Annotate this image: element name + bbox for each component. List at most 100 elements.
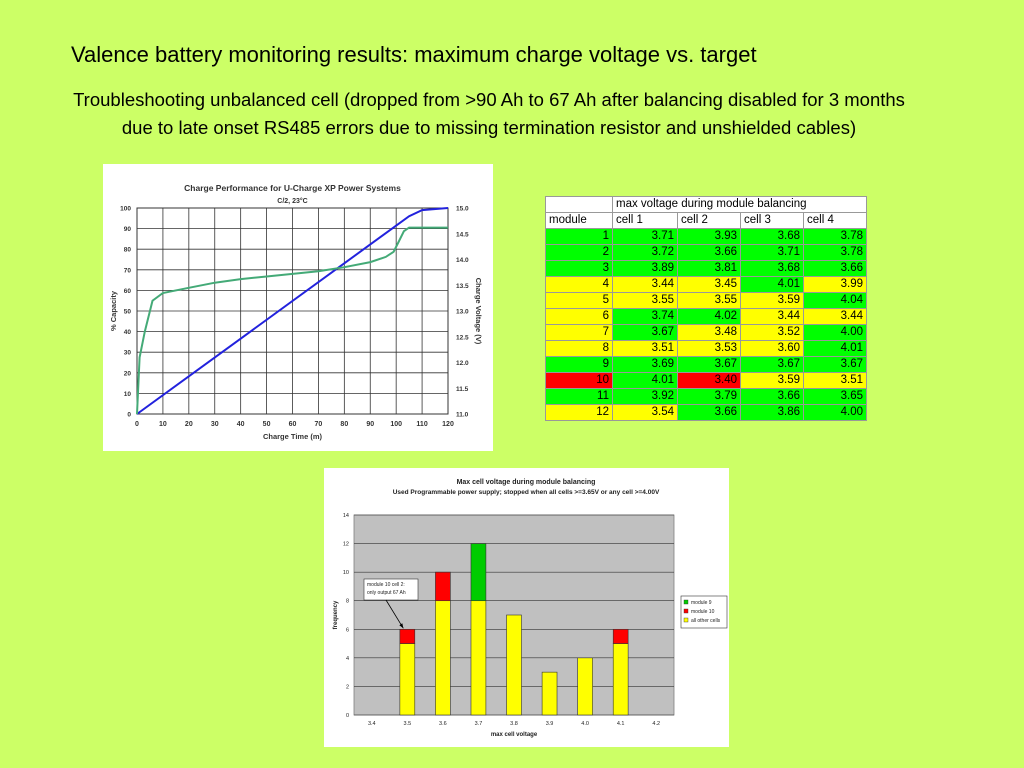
cell-voltage-cell: 4.00 [803, 324, 867, 341]
chart-title: Charge Performance for U-Charge XP Power… [184, 183, 401, 193]
table-column-header: cell 4 [803, 212, 867, 229]
cell-voltage-cell: 3.53 [677, 340, 741, 357]
chart-subtitle: C/2, 23°C [277, 197, 307, 205]
cell-voltage-cell: 3.93 [677, 228, 741, 245]
module-voltage-table: max voltage during module balancing modul… [545, 196, 867, 421]
cell-voltage-cell: 3.55 [612, 292, 678, 309]
annotation-callout: module 10 cell 2: only output 67 Ah [363, 578, 419, 629]
table-row: 11 3.92 3.79 3.66 3.65 [545, 388, 867, 405]
cell-voltage-cell: 4.04 [803, 292, 867, 309]
y-tick-label: 10 [124, 391, 132, 398]
y-tick-label: 0 [127, 412, 131, 419]
y-tick-label: 14 [343, 513, 349, 519]
y-tick-label: 70 [124, 267, 132, 274]
x-tick-label: 80 [340, 421, 348, 428]
y-tick-label: 40 [124, 329, 132, 336]
y-tick-label: 100 [120, 206, 131, 213]
histogram-bar-segment [612, 643, 629, 716]
x-tick-label: 90 [366, 421, 374, 428]
x-tick-label: 110 [416, 421, 427, 428]
x-tick-label: 3.7 [475, 721, 483, 727]
table-row: 10 4.01 3.40 3.59 3.51 [545, 372, 867, 389]
histogram-bar-segment [577, 657, 593, 716]
table-column-header: cell 1 [612, 212, 678, 229]
cell-voltage-cell: 4.01 [803, 340, 867, 357]
cell-voltage-cell: 3.45 [677, 276, 741, 293]
annotation-arrow-head [399, 623, 404, 629]
histogram-bar-segment [470, 600, 487, 716]
legend-box [680, 595, 728, 629]
table-row: 9 3.69 3.67 3.67 3.67 [545, 356, 867, 373]
cell-voltage-cell: 3.69 [612, 356, 678, 373]
cell-voltage-cell: 3.86 [740, 404, 804, 421]
y2-tick-label: 13.0 [456, 309, 469, 316]
table-row: 2 3.72 3.66 3.71 3.78 [545, 244, 867, 261]
charge-performance-svg: Charge Performance for U-Charge XP Power… [109, 183, 483, 441]
cell-voltage-cell: 4.01 [612, 372, 678, 389]
histogram-bar-segment [435, 571, 451, 602]
y-tick-label: 90 [124, 226, 132, 233]
cell-voltage-cell: 3.60 [740, 340, 804, 357]
x-tick-label: 70 [315, 421, 323, 428]
cell-voltage-cell: 4.02 [677, 308, 741, 325]
y-tick-label: 60 [124, 288, 132, 295]
chart-legend: module 9 module 10 all other cells [680, 595, 728, 629]
y2-tick-label: 15.0 [456, 206, 469, 213]
x-tick-label: 40 [237, 421, 245, 428]
x-tick-label: 20 [185, 421, 193, 428]
cell-voltage-cell: 3.71 [740, 244, 804, 261]
x-tick-label: 50 [263, 421, 271, 428]
chart-title: Max cell voltage during module balancing [457, 479, 596, 486]
table-row: 1 3.71 3.93 3.68 3.78 [545, 228, 867, 245]
x-tick-label: 4.0 [581, 721, 589, 727]
x-tick-label: 3.4 [368, 721, 376, 727]
table-corner-cell [545, 196, 613, 213]
cell-voltage-cell: 4.00 [803, 404, 867, 421]
cell-voltage-cell: 3.52 [740, 324, 804, 341]
table-column-header: module [545, 212, 613, 229]
cell-voltage-cell: 3.40 [677, 372, 741, 389]
module-number-cell: 12 [545, 404, 613, 421]
annotation-box [363, 578, 419, 601]
y-tick-label: 80 [124, 247, 132, 254]
slide-subtitle: Troubleshooting unbalanced cell (dropped… [73, 89, 905, 138]
x-axis-label: Charge Time (m) [263, 432, 323, 441]
cell-voltage-cell: 3.68 [740, 228, 804, 245]
histogram-bar-segment [612, 628, 629, 644]
histogram-bar-segment [399, 643, 416, 716]
legend-label: all other cells [691, 618, 721, 624]
x-tick-label: 30 [211, 421, 219, 428]
y-tick-label: 0 [346, 713, 349, 719]
y-tick-label: 8 [346, 599, 349, 605]
y2-tick-label: 13.5 [456, 283, 469, 290]
legend-label: module 9 [691, 600, 712, 606]
module-number-cell: 6 [545, 308, 613, 325]
y-tick-label: 2 [346, 684, 349, 690]
cell-voltage-cell: 3.66 [803, 260, 867, 277]
table-row: 7 3.67 3.48 3.52 4.00 [545, 324, 867, 341]
cell-voltage-cell: 3.55 [677, 292, 741, 309]
cell-voltage-cell: 3.66 [677, 404, 741, 421]
cell-voltage-cell: 3.59 [740, 372, 804, 389]
cell-voltage-cell: 3.44 [803, 308, 867, 325]
cell-voltage-cell: 3.89 [612, 260, 678, 277]
x-tick-label: 3.5 [404, 721, 412, 727]
cell-voltage-cell: 4.01 [740, 276, 804, 293]
legend-label: module 10 [691, 609, 715, 615]
histogram-svg: Max cell voltage during module balancing… [333, 479, 728, 738]
cell-voltage-cell: 3.66 [677, 244, 741, 261]
module-number-cell: 9 [545, 356, 613, 373]
y-tick-label: 6 [346, 627, 349, 633]
cell-voltage-cell: 3.71 [612, 228, 678, 245]
x-axis-label: max cell voltage [491, 732, 538, 738]
cell-voltage-cell: 3.51 [612, 340, 678, 357]
cell-voltage-cell: 3.67 [612, 324, 678, 341]
cell-voltage-cell: 3.54 [612, 404, 678, 421]
y-tick-label: 30 [124, 350, 132, 357]
x-tick-label: 3.9 [546, 721, 554, 727]
x-tick-label: 120 [442, 421, 454, 428]
cell-voltage-cell: 3.67 [677, 356, 741, 373]
x-tick-label: 60 [289, 421, 297, 428]
cell-voltage-cell: 3.78 [803, 228, 867, 245]
cell-voltage-cell: 3.74 [612, 308, 678, 325]
